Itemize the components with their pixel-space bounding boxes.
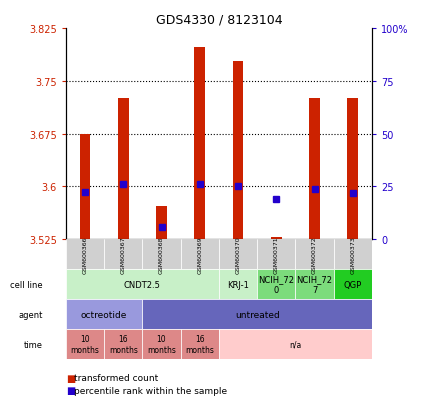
Text: GSM600371: GSM600371 — [274, 236, 279, 273]
Text: GSM600366: GSM600366 — [82, 236, 88, 273]
Bar — [194, 48, 205, 240]
Bar — [66, 270, 219, 299]
Text: GSM600367: GSM600367 — [121, 236, 126, 273]
Text: ■: ■ — [66, 373, 75, 383]
Bar — [66, 299, 142, 330]
Text: time: time — [24, 340, 43, 349]
Text: percentile rank within the sample: percentile rank within the sample — [74, 386, 227, 395]
Text: cell line: cell line — [10, 280, 43, 289]
Bar — [104, 330, 142, 359]
Text: NCIH_72
0: NCIH_72 0 — [258, 275, 294, 294]
Bar — [142, 330, 181, 359]
Text: GSM600372: GSM600372 — [312, 236, 317, 273]
Bar — [118, 99, 129, 240]
Bar — [295, 240, 334, 270]
Text: 10
months: 10 months — [147, 335, 176, 354]
Bar — [66, 330, 104, 359]
Text: 16
months: 16 months — [109, 335, 138, 354]
Bar — [66, 240, 104, 270]
Text: octreotide: octreotide — [81, 310, 128, 319]
Bar — [219, 240, 257, 270]
Bar — [156, 206, 167, 240]
Text: GSM600373: GSM600373 — [350, 236, 355, 273]
Text: 10
months: 10 months — [71, 335, 99, 354]
Text: 16
months: 16 months — [185, 335, 214, 354]
Title: GDS4330 / 8123104: GDS4330 / 8123104 — [156, 13, 282, 26]
Text: GSM600369: GSM600369 — [197, 236, 202, 273]
Text: transformed count: transformed count — [74, 373, 159, 382]
Bar — [142, 299, 372, 330]
Text: GSM600368: GSM600368 — [159, 236, 164, 273]
Text: ■: ■ — [66, 385, 75, 395]
Text: agent: agent — [19, 310, 43, 319]
Text: QGP: QGP — [344, 280, 362, 289]
Text: GSM600370: GSM600370 — [235, 236, 241, 273]
Bar — [232, 62, 244, 240]
Text: untreated: untreated — [235, 310, 280, 319]
Bar — [334, 240, 372, 270]
Bar — [104, 240, 142, 270]
Bar — [309, 99, 320, 240]
Bar — [219, 270, 257, 299]
Bar — [271, 237, 282, 240]
Text: KRJ-1: KRJ-1 — [227, 280, 249, 289]
Bar — [257, 270, 295, 299]
Bar — [142, 240, 181, 270]
Bar — [257, 240, 295, 270]
Bar — [347, 99, 358, 240]
Bar — [181, 240, 219, 270]
Bar — [334, 270, 372, 299]
Bar — [79, 134, 91, 240]
Text: n/a: n/a — [289, 340, 301, 349]
Bar — [219, 330, 372, 359]
Bar — [295, 270, 334, 299]
Text: CNDT2.5: CNDT2.5 — [124, 280, 161, 289]
Bar — [181, 330, 219, 359]
Text: NCIH_72
7: NCIH_72 7 — [297, 275, 332, 294]
